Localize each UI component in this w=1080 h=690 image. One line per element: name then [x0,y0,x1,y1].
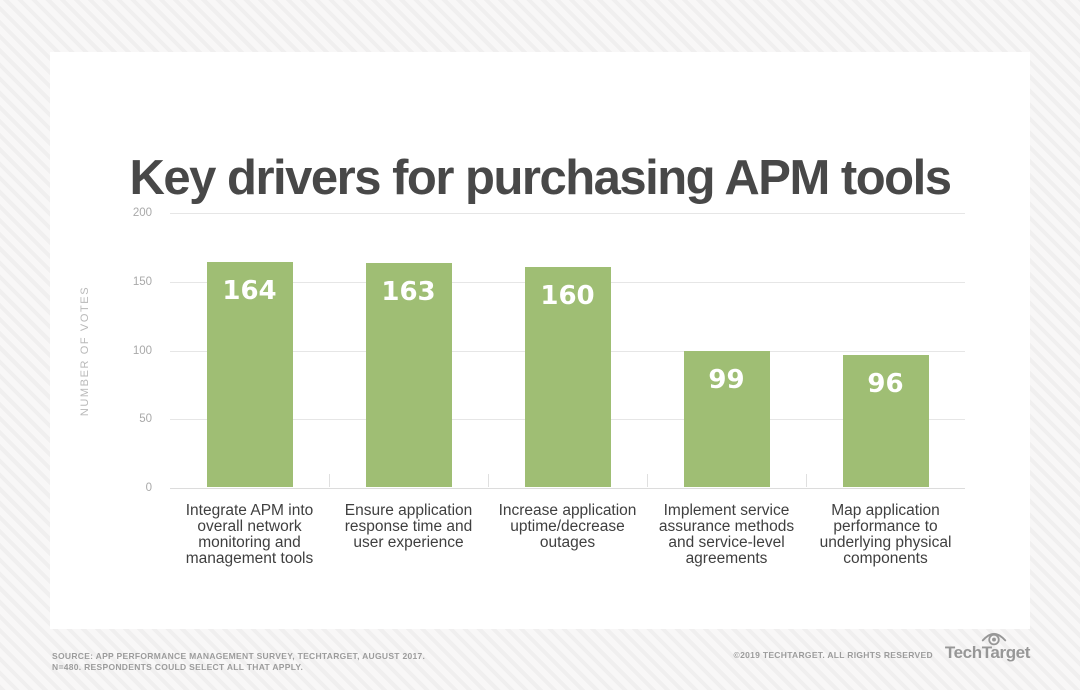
y-tick-label-100: 100 [132,344,152,357]
bar-value-3: 160 [540,281,595,311]
bar-1: 164 [206,261,293,487]
category-labels: Integrate APM into overall network monit… [170,503,965,567]
y-tick-label-0: 0 [145,482,152,494]
y-tick-label-50: 50 [139,413,152,426]
category-label-3: Increase application uptime/decrease out… [498,502,637,551]
bar-value-5: 96 [867,369,904,399]
gridline-y0 [170,488,965,489]
eye-icon [982,633,1007,646]
source-line-2: N=480. RESPONDENTS COULD SELECT ALL THAT… [52,662,304,672]
category-label-4: Implement service assurance methods and … [658,502,795,567]
plot-area: 164 163 160 99 96 [170,213,965,489]
source-note: SOURCE: APP PERFORMANCE MANAGEMENT SURVE… [52,651,425,673]
bar-5: 96 [842,355,929,487]
x-boundary-tick [329,474,330,487]
source-line-1: SOURCE: APP PERFORMANCE MANAGEMENT SURVE… [52,651,426,661]
gridline-y200 [170,213,965,214]
copyright-text: ©2019 TECHTARGET. ALL RIGHTS RESERVED [733,650,933,660]
x-boundary-tick [488,474,489,487]
x-boundary-tick [806,474,807,487]
bar-value-2: 163 [381,276,436,307]
brand-wordmark: TechTarget [944,643,1031,662]
y-tick-label-150: 150 [132,275,152,288]
category-label-2: Ensure application response time and use… [344,502,473,551]
bar-value-1: 164 [222,275,277,306]
bar-3: 160 [524,267,611,487]
infographic-card: Key drivers for purchasing APM tools NUM… [50,52,1030,629]
y-tick-label-200: 200 [132,207,152,219]
techtarget-logo: TechTarget [944,633,1031,663]
bar-value-4: 99 [708,364,745,395]
x-boundary-tick [647,474,648,487]
footer-right: ©2019 TECHTARGET. ALL RIGHTS RESERVED Te… [733,633,1031,663]
y-tick-labels: 0 50 100 150 200 [60,207,160,494]
category-label-1: Integrate APM into overall network monit… [185,502,314,567]
bar-4: 99 [683,350,770,487]
chart-title: Key drivers for purchasing APM tools [129,151,952,205]
category-label-5: Map application performance to underlyin… [819,502,952,567]
bar-2: 163 [365,262,452,487]
